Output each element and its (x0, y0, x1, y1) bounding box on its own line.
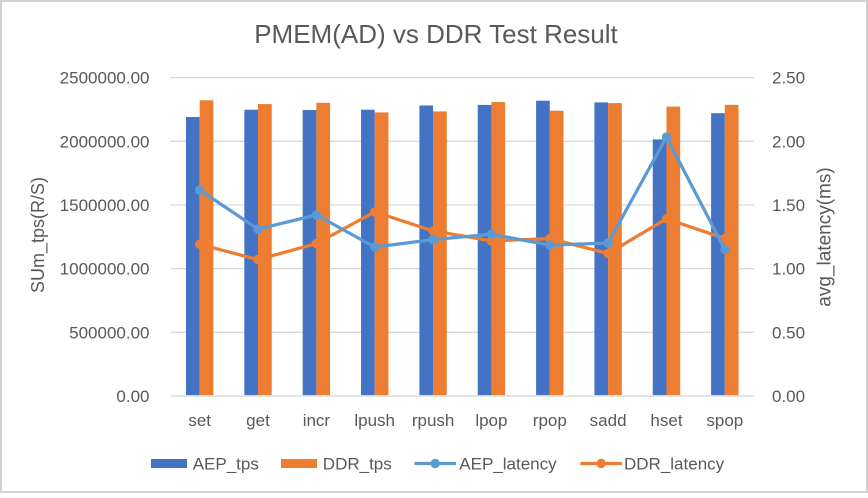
svg-text:PMEM(AD) vs DDR Test Result: PMEM(AD) vs DDR Test Result (254, 19, 618, 49)
svg-text:SUm_tps(R/S): SUm_tps(R/S) (28, 177, 49, 293)
svg-text:1.00: 1.00 (772, 260, 805, 279)
svg-text:rpop: rpop (533, 411, 567, 430)
svg-text:2.00: 2.00 (772, 132, 805, 151)
svg-text:0.50: 0.50 (772, 323, 805, 342)
svg-text:spop: spop (706, 411, 743, 430)
svg-text:sadd: sadd (590, 411, 627, 430)
svg-text:AEP_tps: AEP_tps (193, 455, 259, 474)
svg-text:2000000.00: 2000000.00 (60, 132, 150, 151)
svg-text:0.00: 0.00 (116, 387, 149, 406)
svg-text:2500000.00: 2500000.00 (60, 69, 150, 88)
svg-text:hset: hset (650, 411, 682, 430)
svg-text:rpush: rpush (412, 411, 455, 430)
svg-text:DDR_latency: DDR_latency (624, 455, 725, 474)
svg-text:500000.00: 500000.00 (69, 323, 149, 342)
svg-text:1.50: 1.50 (772, 196, 805, 215)
svg-text:1500000.00: 1500000.00 (60, 196, 150, 215)
svg-text:incr: incr (303, 411, 331, 430)
svg-text:DDR_tps: DDR_tps (323, 455, 392, 474)
svg-text:set: set (188, 411, 211, 430)
svg-text:AEP_latency: AEP_latency (459, 455, 557, 474)
svg-text:0.00: 0.00 (772, 387, 805, 406)
svg-text:lpop: lpop (475, 411, 507, 430)
svg-text:avg_latency(ms): avg_latency(ms) (815, 167, 836, 306)
svg-text:get: get (246, 411, 270, 430)
svg-text:1000000.00: 1000000.00 (60, 260, 150, 279)
svg-text:2.50: 2.50 (772, 69, 805, 88)
svg-text:lpush: lpush (354, 411, 395, 430)
